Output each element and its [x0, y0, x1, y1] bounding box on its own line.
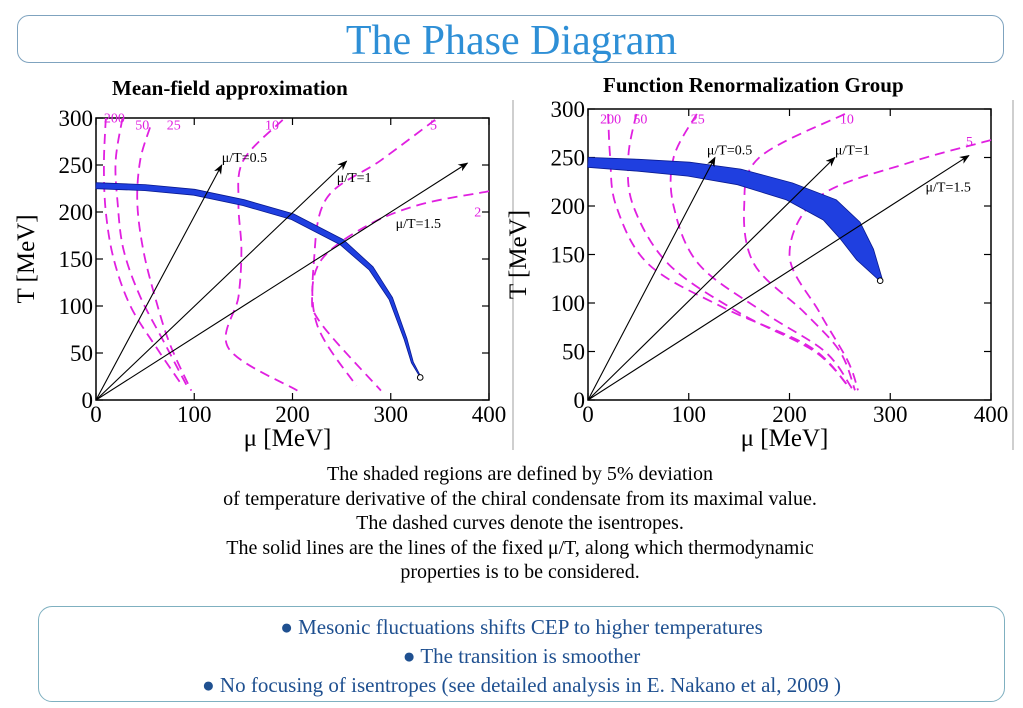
- isentrope-curve: [311, 119, 436, 387]
- y-axis-label: T [MeV]: [505, 210, 532, 299]
- isentrope-label: 25: [167, 118, 181, 133]
- x-tick-label: 100: [672, 402, 707, 427]
- isentrope-curve: [102, 117, 184, 387]
- caption-line: properties is to be considered.: [400, 561, 640, 584]
- isentrope-label: 10: [840, 113, 854, 128]
- x-tick-label: 0: [582, 402, 594, 427]
- caption-line: of temperature derivative of the chiral …: [223, 487, 817, 510]
- fixed-ratio-line: [587, 155, 970, 401]
- conclusion-item: ● The transition is smoother: [402, 644, 641, 668]
- isentrope-label: 50: [633, 113, 647, 128]
- fixed-ratio-label: μ/T=0.5: [222, 151, 267, 166]
- y-tick-label: 150: [59, 247, 94, 272]
- right-panel-edge: [1012, 100, 1014, 450]
- fixed-ratio-line: [95, 162, 469, 401]
- isentrope-curve: [743, 113, 856, 391]
- caption-line: The shaded regions are defined by 5% dev…: [327, 463, 713, 485]
- isentrope-curve: [136, 127, 193, 391]
- y-tick-label: 150: [551, 243, 586, 268]
- isentrope-curve: [626, 113, 851, 390]
- conclusions-frame: [38, 606, 1005, 702]
- x-tick-label: 200: [772, 402, 807, 427]
- isentrope-curve: [114, 117, 190, 390]
- panel-divider: [512, 100, 514, 450]
- isentrope-label: 5: [966, 135, 973, 150]
- isentrope-label: 2: [474, 206, 481, 221]
- x-axis-label: μ [MeV]: [741, 425, 829, 452]
- conclusion-item: ● Mesonic fluctuations shifts CEP to hig…: [280, 615, 763, 639]
- x-tick-label: 400: [974, 402, 1009, 427]
- fixed-ratio-label: μ/T=1.5: [926, 180, 971, 195]
- x-tick-label: 100: [177, 402, 212, 427]
- isentrope-label: 50: [135, 118, 149, 133]
- isentrope-label: 10: [265, 118, 279, 133]
- y-tick-label: 200: [59, 200, 94, 225]
- x-tick-label: 300: [873, 402, 908, 427]
- x-axis-label: μ [MeV]: [244, 425, 332, 452]
- y-axis-label: T [MeV]: [13, 214, 40, 303]
- fixed-ratio-label: μ/T=1: [835, 144, 870, 159]
- conclusions-list: ● Mesonic fluctuations shifts CEP to hig…: [38, 613, 1005, 700]
- isentrope-curve: [788, 139, 992, 391]
- isentrope-curve: [669, 113, 853, 389]
- y-tick-label: 50: [70, 341, 93, 366]
- figure-caption: The shaded regions are defined by 5% dev…: [80, 462, 960, 585]
- isentrope-label: 25: [691, 113, 705, 128]
- y-tick-label: 300: [551, 97, 586, 122]
- fixed-ratio-line: [587, 156, 836, 401]
- x-tick-label: 400: [472, 402, 507, 427]
- critical-endpoint-marker: [416, 374, 424, 381]
- y-tick-label: 250: [551, 146, 586, 171]
- conclusion-item: ● No focusing of isentropes (see detaile…: [201, 673, 841, 697]
- right-panel-subtitle: Function Renormalization Group: [603, 73, 904, 97]
- page-title: The Phase Diagram: [345, 18, 678, 64]
- critical-endpoint-marker: [876, 277, 884, 284]
- y-tick-label: 50: [562, 340, 585, 365]
- fixed-ratio-line: [587, 156, 716, 401]
- y-tick-label: 0: [82, 388, 94, 413]
- x-tick-label: 200: [275, 402, 310, 427]
- frg-chart: 0 100 200 300 400 0 50 100 150 200 250 300 μ [MeV] T …: [505, 97, 1008, 452]
- caption-line: The solid lines are the lines of the fix…: [226, 536, 814, 559]
- y-tick-label: 250: [59, 153, 94, 178]
- isentrope-curve: [607, 113, 849, 387]
- y-tick-label: 200: [551, 194, 586, 219]
- fixed-ratio-label: μ/T=1: [337, 171, 372, 186]
- y-tick-label: 100: [551, 291, 586, 316]
- fixed-ratio-label: μ/T=0.5: [707, 144, 752, 159]
- x-tick-label: 300: [374, 402, 409, 427]
- y-tick-label: 300: [59, 106, 94, 131]
- isentrope-label: 200: [104, 112, 125, 127]
- fixed-ratio-line: [95, 164, 223, 401]
- x-tick-label: 0: [90, 402, 102, 427]
- plot-frame: [95, 117, 490, 401]
- isentrope-curve: [224, 119, 298, 392]
- transition-band: [587, 156, 883, 281]
- transition-band: [95, 182, 422, 378]
- y-tick-label: 0: [574, 388, 586, 413]
- fixed-ratio-label: μ/T=1.5: [396, 217, 441, 232]
- isentrope-curve: [311, 190, 490, 392]
- title-frame: [17, 15, 1004, 63]
- left-panel-subtitle: Mean-field approximation: [112, 76, 348, 100]
- y-tick-label: 100: [59, 294, 94, 319]
- fixed-ratio-line: [95, 160, 348, 401]
- isentrope-label: 200: [600, 113, 621, 128]
- isentrope-label: 5: [430, 118, 437, 133]
- caption-line: The dashed curves denote the isentropes.: [356, 512, 684, 535]
